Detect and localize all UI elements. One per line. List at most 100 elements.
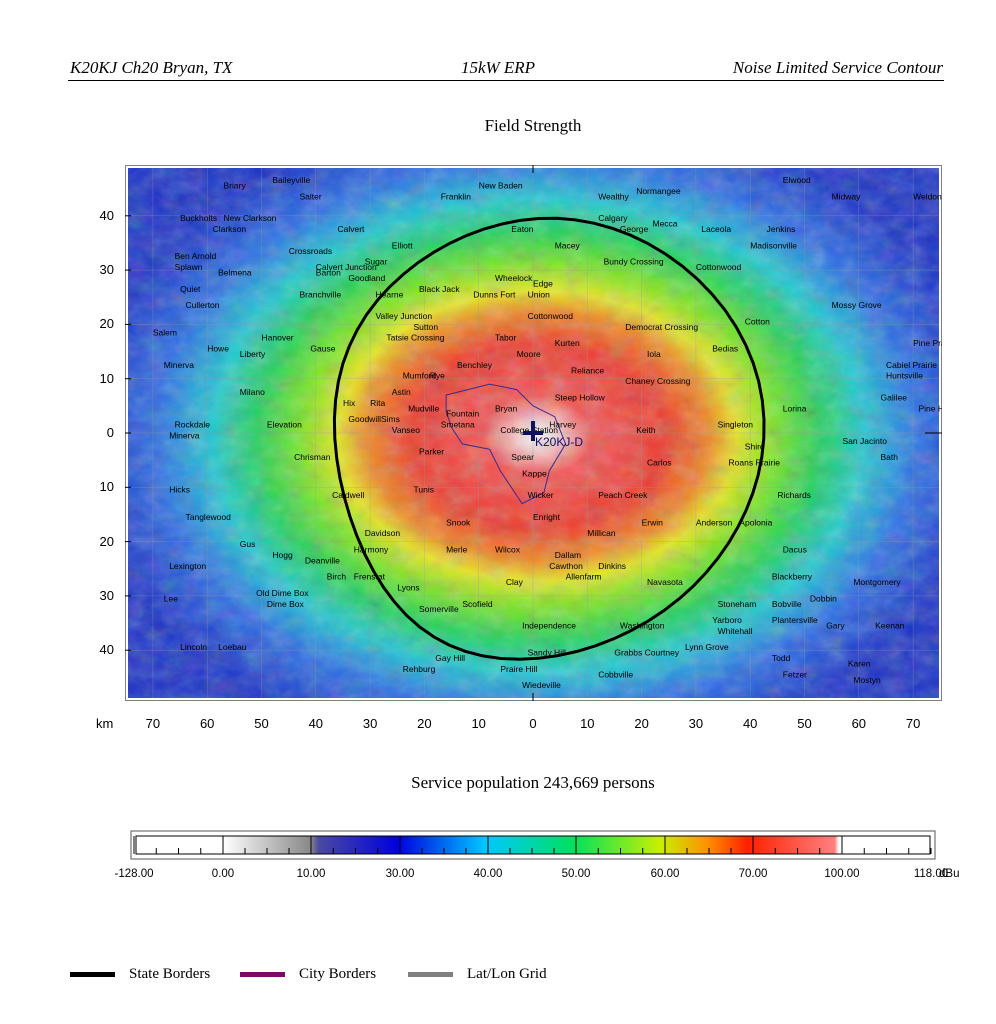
legend-label: State Borders [129, 966, 211, 982]
x-tick-label: 10 [471, 716, 486, 731]
place-label: Midway [832, 192, 862, 202]
place-label: Lee [164, 593, 178, 603]
place-label: Crossroads [289, 246, 332, 256]
scale-label: 60.00 [650, 868, 680, 880]
scale-label: -128.00 [114, 868, 154, 880]
place-label: Sims [381, 414, 400, 424]
place-label: Plantersville [772, 615, 818, 625]
y-tick-label: 30 [99, 262, 114, 278]
x-tick-label: 30 [688, 716, 704, 731]
place-label: Dobbin [810, 593, 837, 603]
place-label: Tatsie Crossing [386, 333, 444, 343]
place-label: New Baden [479, 181, 523, 191]
place-label: Dallam [555, 550, 581, 560]
place-label: Madisonville [750, 240, 797, 250]
state-border-swatch [70, 972, 115, 978]
place-label: George [620, 224, 649, 234]
place-label: Wealthy [598, 192, 629, 202]
scale-label: 10.00 [296, 868, 326, 880]
place-label: Navasota [647, 577, 683, 587]
place-label: Gary [826, 621, 845, 631]
place-label: Goodwill [348, 414, 381, 424]
place-label: Reliance [571, 365, 604, 375]
x-tick-label: 50 [254, 716, 269, 731]
place-label: Bundy Crossing [604, 257, 664, 267]
place-label: Democrat Crossing [625, 322, 698, 332]
place-label: Yarboro [712, 615, 742, 625]
place-label: Mumford [403, 371, 437, 381]
place-label: Calgary [598, 213, 628, 223]
place-label: Stoneham [718, 599, 757, 609]
axis-ticks [125, 165, 942, 701]
place-label: Wiedeville [522, 680, 561, 690]
place-label: Sugar [365, 257, 388, 267]
scale-label: 118.00 [913, 868, 949, 880]
place-label: Wheelock [495, 273, 533, 283]
place-label: Todd [772, 653, 791, 663]
x-tick-label: 40 [308, 716, 324, 731]
place-label: Cobbville [598, 669, 633, 679]
place-label: Fetzer [783, 669, 807, 679]
place-label: Minerva [169, 430, 200, 440]
x-tick-label: 40 [742, 716, 758, 731]
place-label: Enright [533, 512, 561, 522]
x-tick-label: 20 [634, 716, 649, 731]
header-station: K20KJ Ch20 Bryan, TX [70, 58, 233, 77]
place-label: Mudville [408, 403, 439, 413]
place-label: Praire Hill [500, 664, 537, 674]
place-label: Macey [555, 240, 581, 250]
place-label: Parker [419, 447, 444, 457]
place-label: Tunis [414, 485, 434, 495]
place-label: Somerville [419, 604, 459, 614]
place-label: Karen [848, 659, 871, 669]
place-label: Lyons [397, 583, 419, 593]
place-label: Black Jack [419, 284, 460, 294]
place-label: Spear [511, 452, 534, 462]
place-label: Snook [446, 517, 471, 527]
place-label: Belmena [218, 268, 252, 278]
place-label: Lorina [783, 403, 807, 413]
place-label: Goodland [348, 273, 385, 283]
place-label: Peach Creek [598, 490, 648, 500]
place-label: Iola [647, 349, 661, 359]
field-strength-map[interactable]: Buckholts New Clarkson Briary Baileyville Sa… [125, 165, 942, 701]
y-tick-label: 40 [99, 207, 114, 223]
place-label: Apolonia [739, 517, 772, 527]
place-label: Cawthon [549, 561, 583, 571]
place-label: Gause [310, 344, 335, 354]
place-label: Franklin [441, 192, 472, 202]
place-label: Union [528, 289, 550, 299]
header-erp: 15kW ERP [460, 58, 536, 77]
place-label: Deanville [305, 555, 340, 565]
place-label: Laceola [701, 224, 731, 234]
place-label: Dacus [783, 545, 807, 555]
y-tick-label: 10 [99, 370, 114, 386]
y-tick-label: 40 [99, 642, 114, 658]
scale-label: 70.00 [738, 868, 768, 880]
place-label: Smetana [441, 420, 475, 430]
place-label: Weldon [913, 192, 942, 202]
place-label: Cotton [745, 316, 770, 326]
place-label: Valley Junction [376, 311, 433, 321]
place-label: Merle [446, 545, 468, 555]
place-label: College Station [500, 425, 558, 435]
place-label: Hanover [262, 333, 294, 343]
station-callsign: K20KJ-D [535, 435, 583, 449]
y-tick-label: 20 [99, 533, 114, 549]
place-label: Mostyn [853, 675, 881, 685]
place-label: Richards [777, 490, 811, 500]
place-label: Montgomery [853, 577, 901, 587]
place-label: Howe [207, 344, 229, 354]
place-label: Tanglewood [186, 512, 232, 522]
scale-label: 0.00 [211, 868, 235, 880]
place-label: Harvey [549, 420, 577, 430]
place-label: Ben Arnold [175, 251, 217, 261]
place-label: Briary [224, 181, 247, 191]
service-population: Service population 243,669 persons [411, 773, 655, 792]
place-label: Independence [522, 621, 576, 631]
place-label: Normangee [636, 186, 681, 196]
place-label: Vanseo [392, 425, 420, 435]
dbu-color-scale [130, 830, 936, 860]
place-label: Liberty [240, 349, 266, 359]
place-label: Quiet [180, 284, 201, 294]
